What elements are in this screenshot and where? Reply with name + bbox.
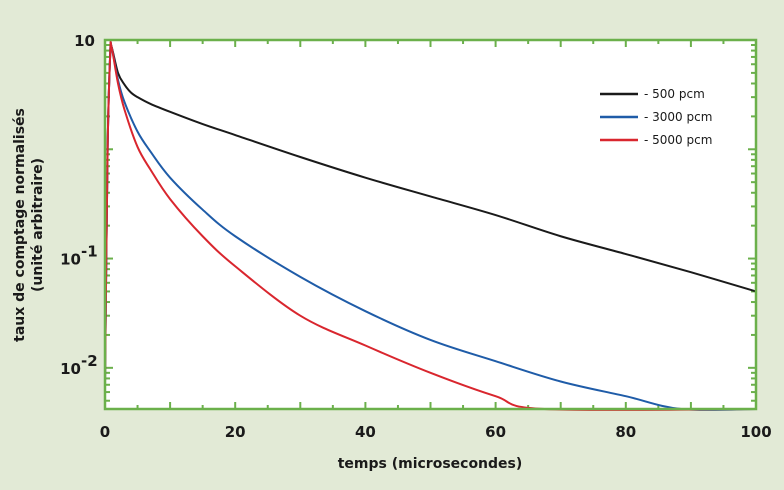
y-tick-label: 10 [60, 251, 81, 269]
x-tick-label: 0 [100, 423, 110, 441]
y-axis-title: taux de comptage normalisés (unité arbit… [12, 108, 46, 342]
x-tick-label: 20 [225, 423, 246, 441]
y-tick-label: 10 [60, 360, 81, 378]
x-tick-label: 60 [485, 423, 506, 441]
x-tick-label: 40 [355, 423, 376, 441]
legend-label: - 3000 pcm [644, 110, 712, 124]
legend-label: - 500 pcm [644, 87, 705, 101]
legend-label: - 5000 pcm [644, 133, 712, 147]
y-tick-exponent: -2 [81, 352, 98, 370]
y-axis-title-line-1: taux de comptage normalisés [12, 108, 28, 342]
y-axis-title-line-2: (unité arbitraire) [30, 158, 46, 292]
x-axis-title: temps (microsecondes) [338, 456, 523, 472]
plot-frame [103, 38, 758, 411]
y-tick-label: 10 [74, 32, 95, 50]
plot-area [105, 40, 756, 409]
x-tick-labels: 0 20 40 60 80 100 [100, 423, 772, 441]
x-tick-label: 100 [740, 423, 771, 441]
series-lines [104, 40, 757, 411]
y-tick-exponent: -1 [81, 243, 98, 261]
series-line-3 [104, 40, 757, 411]
x-tick-label: 80 [615, 423, 636, 441]
legend: - 500 pcm - 3000 pcm - 5000 pcm [600, 87, 712, 147]
